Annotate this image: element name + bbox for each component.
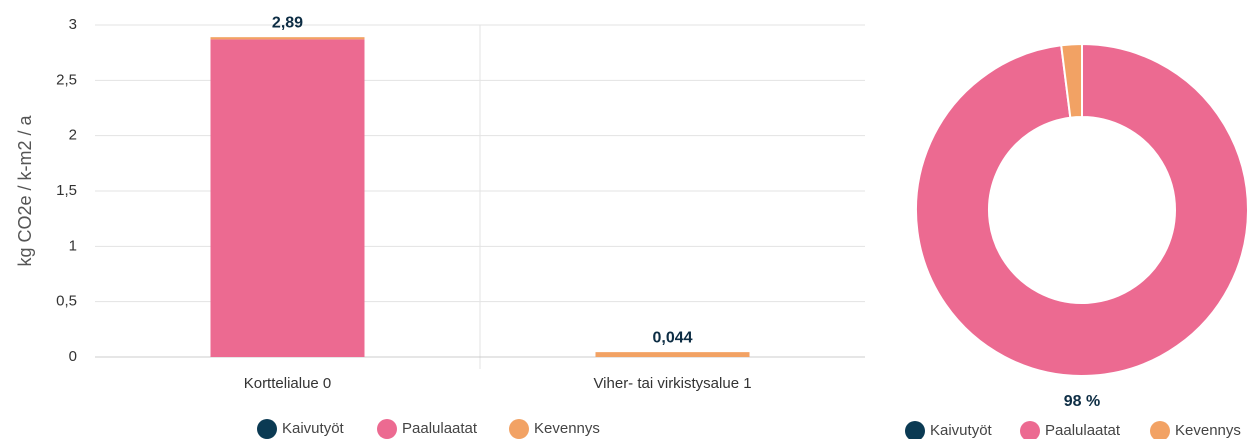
donut-slice: [915, 42, 1249, 377]
y-tick-label: 2: [69, 127, 77, 144]
y-axis-label: kg CO2e / k-m2 / a: [15, 114, 35, 266]
bar-segment: [210, 37, 365, 40]
y-tick-label: 2,5: [56, 71, 77, 88]
bar-segment: [210, 39, 365, 358]
y-tick-label: 0,5: [56, 293, 77, 310]
legend-label: Kaivutyöt: [282, 420, 345, 437]
y-tick-label: 3: [69, 16, 77, 33]
legend-marker: [509, 419, 529, 439]
total-label: 2,89: [272, 14, 303, 31]
x-tick-label: Korttelialue 0: [244, 375, 332, 392]
legend-label: Paalulaatat: [1045, 422, 1121, 439]
x-tick-label: Viher- tai virkistysalue 1: [593, 375, 751, 392]
total-label: 0,044: [652, 329, 692, 346]
legend-marker: [1020, 421, 1040, 439]
y-tick-label: 0: [69, 348, 77, 365]
legend-label: Kevennys: [534, 420, 600, 437]
legend-marker: [377, 419, 397, 439]
legend-label: Kevennys: [1175, 422, 1241, 439]
slice-label: 98 %: [1064, 393, 1100, 410]
legend-label: Kaivutyöt: [930, 422, 993, 439]
donut-slice: [1060, 42, 1083, 119]
legend-marker: [257, 419, 277, 439]
legend-marker: [905, 421, 925, 439]
y-tick-label: 1: [69, 237, 77, 254]
bar-segment: [595, 352, 750, 357]
legend-marker: [1150, 421, 1170, 439]
legend-label: Paalulaatat: [402, 420, 478, 437]
y-tick-label: 1,5: [56, 182, 77, 199]
